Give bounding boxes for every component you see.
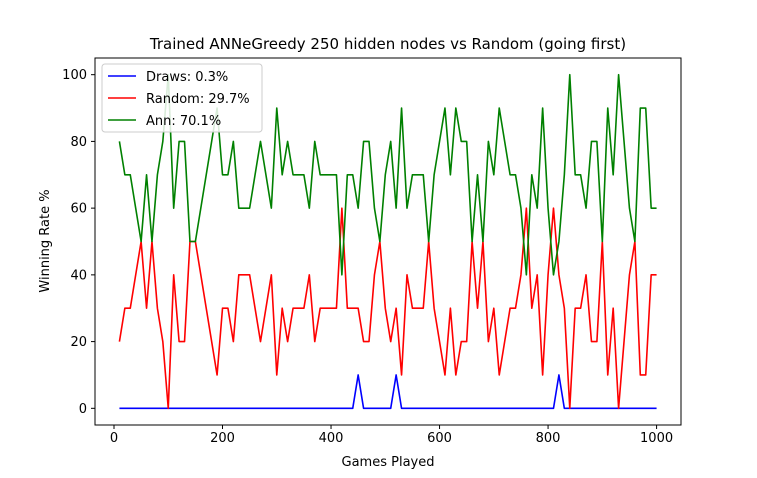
x-tick-label: 200 bbox=[210, 431, 235, 446]
x-tick-label: 1000 bbox=[640, 431, 673, 446]
series-line-1 bbox=[119, 374, 657, 410]
chart-title: Trained ANNeGreedy 250 hidden nodes vs R… bbox=[149, 35, 626, 53]
x-tick-label: 800 bbox=[536, 431, 561, 446]
axes bbox=[94, 57, 682, 426]
series-lines bbox=[118, 73, 657, 410]
y-tick-label: 0 bbox=[79, 402, 87, 417]
y-tick-label: 60 bbox=[70, 202, 87, 217]
legend-label-3: Ann: 70.1% bbox=[146, 114, 221, 129]
x-axis-label: Games Played bbox=[342, 455, 435, 470]
legend-label-2: Random: 29.7% bbox=[146, 92, 250, 107]
y-axis-label: Winning Rate % bbox=[38, 189, 53, 292]
legend: Draws: 0.3% Random: 29.7% Ann: 70.1% bbox=[101, 63, 263, 133]
x-tick-label: 400 bbox=[319, 431, 344, 446]
legend-label-1: Draws: 0.3% bbox=[146, 70, 228, 85]
y-tick-label: 80 bbox=[70, 135, 87, 150]
ticks: 0 200 400 600 800 1000 0 20 40 60 80 100 bbox=[62, 68, 673, 446]
y-tick-label: 20 bbox=[70, 335, 87, 350]
y-tick-label: 40 bbox=[70, 268, 87, 283]
y-tick-label: 100 bbox=[62, 68, 87, 83]
plot-frame bbox=[94, 57, 682, 426]
legend-box bbox=[101, 63, 263, 133]
x-tick-label: 600 bbox=[427, 431, 452, 446]
series-line-2 bbox=[118, 207, 657, 410]
x-tick-label: 0 bbox=[110, 431, 118, 446]
series-line-3 bbox=[118, 73, 657, 276]
